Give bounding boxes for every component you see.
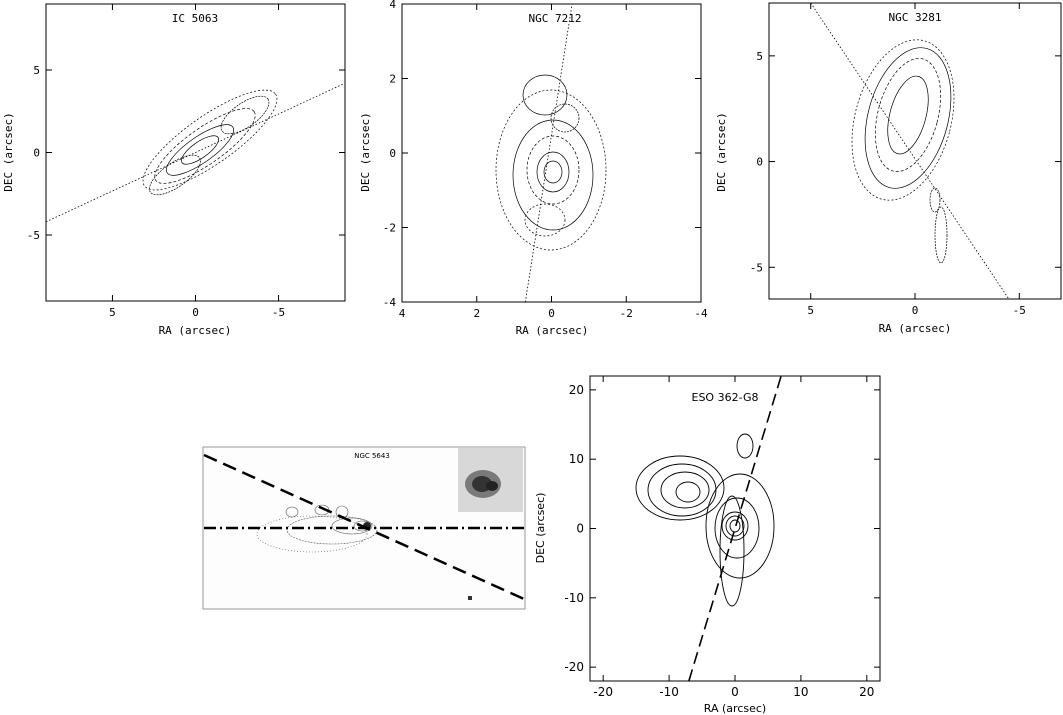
plot-frame xyxy=(768,2,1062,300)
x-axis-label: RA (arcsec) xyxy=(704,702,766,715)
chart-title: IC 5063 xyxy=(172,12,218,25)
x-tick-label: 20 xyxy=(859,685,874,699)
chart-title: NGC 7212 xyxy=(529,12,582,25)
y-tick-label: -5 xyxy=(27,229,40,242)
x-tick-label: -5 xyxy=(1013,304,1026,317)
x-tick-label: -4 xyxy=(694,307,708,320)
x-tick-label: 0 xyxy=(192,306,199,319)
nucleus-inset-image xyxy=(458,448,523,512)
x-tick-label: -10 xyxy=(659,685,679,699)
x-tick-label: 5 xyxy=(109,306,116,319)
chart-title: NGC 5643 xyxy=(354,452,390,460)
emission-contours xyxy=(635,433,775,607)
x-tick-label: 0 xyxy=(731,685,739,699)
y-axis-label: DEC (arcsec) xyxy=(715,112,728,191)
y-tick-label: 0 xyxy=(33,147,40,160)
y-axis-label: DEC (arcsec) xyxy=(534,493,547,564)
emission-contours xyxy=(142,89,278,196)
y-tick-label: -2 xyxy=(383,222,396,235)
x-tick-label: 4 xyxy=(399,307,406,320)
y-tick-label: -4 xyxy=(383,296,397,309)
y-tick-label: 10 xyxy=(569,452,584,466)
position-angle-line xyxy=(524,3,573,303)
x-tick-label: 0 xyxy=(912,304,919,317)
panel-eso362g8: ESO 362-G8 -20 -10 0 10 20 20 10 0 -10 -20 RA (a… xyxy=(534,375,881,715)
x-ticks: 5 0 -5 xyxy=(109,4,285,319)
y-axis-label: DEC (arcsec) xyxy=(2,112,15,191)
y-tick-label: 0 xyxy=(756,156,763,169)
plot-frame xyxy=(589,375,881,682)
y-ticks: 5 0 -5 xyxy=(750,50,1061,274)
panel-ngc5643: NGC 5643 xyxy=(202,446,526,610)
y-tick-label: 0 xyxy=(576,522,584,536)
x-ticks: -20 -10 0 10 20 xyxy=(593,376,874,699)
x-tick-label: 2 xyxy=(473,307,480,320)
y-tick-label: 5 xyxy=(756,50,763,63)
panel-ic5063: IC 5063 5 0 -5 5 0 -5 RA (arcsec) DEC (arcse… xyxy=(2,3,346,337)
x-axis-label: RA (arcsec) xyxy=(159,324,232,337)
field-source xyxy=(468,596,472,600)
y-ticks: 20 10 0 -10 -20 xyxy=(564,383,880,674)
y-tick-label: 0 xyxy=(389,147,396,160)
plot-frame xyxy=(401,3,702,303)
emission-contours xyxy=(851,39,955,264)
x-tick-label: -5 xyxy=(272,306,285,319)
x-tick-label: 5 xyxy=(807,304,814,317)
chart-title: NGC 3281 xyxy=(889,11,942,24)
position-angle-line xyxy=(810,2,1010,300)
y-axis-label: DEC (arcsec) xyxy=(359,112,372,191)
x-ticks: 5 0 -5 xyxy=(807,3,1026,317)
x-tick-label: 0 xyxy=(548,307,555,320)
panel-ngc7212: NGC 7212 4 2 0 -2 -4 4 2 0 -2 -4 RA (arcsec) DEC… xyxy=(359,0,708,337)
x-tick-label: -2 xyxy=(620,307,633,320)
y-tick-label: 20 xyxy=(569,383,584,397)
y-ticks: 5 0 -5 xyxy=(27,64,345,242)
y-tick-label: 5 xyxy=(33,64,40,77)
y-tick-label: -5 xyxy=(750,261,763,274)
y-tick-label: -20 xyxy=(564,660,584,674)
position-angle-line xyxy=(45,82,346,223)
x-ticks: 4 2 0 -2 -4 xyxy=(399,4,708,320)
emission-contours xyxy=(495,74,607,251)
chart-title: ESO 362-G8 xyxy=(692,391,759,404)
y-tick-label: 2 xyxy=(389,73,396,86)
y-ticks: 4 2 0 -2 -4 xyxy=(383,0,701,309)
y-tick-label: 4 xyxy=(389,0,396,11)
y-tick-label: -10 xyxy=(564,591,584,605)
panel-ngc3281: NGC 3281 5 0 -5 5 0 -5 RA (arcsec) DEC (arcs… xyxy=(715,2,1062,335)
x-axis-label: RA (arcsec) xyxy=(516,324,589,337)
position-angle-line xyxy=(688,375,782,682)
x-tick-label: -20 xyxy=(593,685,613,699)
x-tick-label: 10 xyxy=(793,685,808,699)
x-axis-label: RA (arcsec) xyxy=(879,322,952,335)
